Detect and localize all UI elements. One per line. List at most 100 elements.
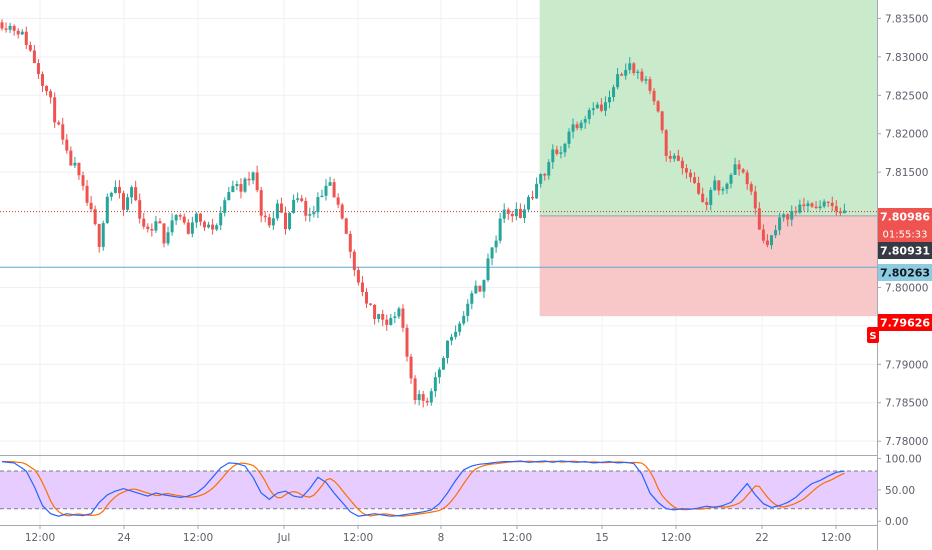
candle-body	[705, 202, 709, 205]
candle-body	[632, 63, 636, 73]
candle-body	[255, 172, 259, 191]
candle-body	[61, 124, 65, 140]
candle-body	[749, 184, 753, 192]
candle-body	[502, 209, 506, 219]
candle-body	[506, 209, 510, 214]
horizontal-line-label: 7.80263	[878, 264, 932, 281]
candle-body	[729, 174, 733, 184]
candle-body	[478, 285, 482, 292]
candle-body	[660, 111, 664, 131]
time-tick-label: 22	[755, 532, 768, 544]
candle-body	[57, 122, 61, 125]
horizontal-line-text: 7.80263	[880, 267, 930, 280]
candle-body	[583, 119, 587, 123]
price-tick-label: 7.80000	[885, 282, 928, 294]
candle-body	[227, 192, 231, 201]
candle-body	[470, 293, 474, 304]
time-tick-label: 12:00	[821, 532, 851, 544]
candle-body	[603, 102, 607, 111]
candle-body	[838, 211, 842, 214]
candle-body	[381, 314, 385, 320]
candle-body	[162, 223, 166, 244]
candle-body	[543, 174, 547, 176]
candle-body	[429, 391, 433, 403]
candle-body	[579, 122, 583, 129]
candle-body	[288, 213, 292, 230]
candles	[0, 19, 846, 408]
candle-body	[571, 124, 575, 132]
candle-body	[644, 79, 648, 81]
current-price-text: 7.80986	[880, 211, 930, 224]
candle-body	[170, 220, 174, 233]
candle-body	[0, 22, 4, 29]
candle-body	[826, 201, 830, 203]
candle-body	[340, 204, 344, 219]
oscillator-tick-label: 0.00	[885, 516, 908, 528]
stop-flag: S	[867, 327, 879, 343]
candle-body	[814, 206, 818, 208]
candle-body	[490, 247, 494, 259]
oscillator-axis[interactable]: 100.00 50.00 0.00	[877, 454, 922, 529]
candle-body	[215, 225, 219, 230]
candle-body	[186, 222, 190, 234]
candle-body	[166, 232, 170, 244]
candle-body	[790, 210, 794, 220]
long-position-tool[interactable]	[539, 0, 877, 317]
candle-body	[138, 200, 142, 219]
candle-body	[49, 91, 53, 98]
candle-body	[377, 314, 381, 319]
candle-body	[733, 164, 737, 175]
candle-body	[555, 149, 559, 154]
candle-body	[53, 97, 57, 123]
candle-body	[563, 143, 567, 153]
countdown-text: 01:55:33	[883, 230, 928, 241]
candle-body	[684, 168, 688, 173]
candle-body	[4, 28, 8, 30]
candle-body	[373, 304, 377, 319]
stop-price-text: 7.79626	[880, 317, 930, 330]
candle-body	[842, 210, 846, 214]
time-axis[interactable]: 12:00 24 12:00 Jul 12:00 8 12:00 15 12:00 22 12:00	[25, 525, 851, 544]
candle-body	[93, 209, 97, 225]
candle-body	[527, 196, 530, 210]
candle-body	[73, 162, 77, 166]
candle-body	[401, 308, 405, 328]
stochastic-k-line	[1, 460, 845, 517]
candle-body	[413, 378, 417, 401]
candle-body	[304, 200, 308, 216]
candle-body	[279, 203, 283, 213]
candle-body	[725, 183, 729, 189]
candle-body	[531, 196, 535, 199]
candle-body	[454, 331, 458, 337]
loss-zone[interactable]	[539, 215, 877, 317]
candle-body	[101, 223, 105, 247]
candle-body	[113, 186, 117, 193]
candle-body	[640, 71, 644, 81]
oscillator-tick-label: 50.00	[885, 485, 915, 497]
candle-body	[482, 280, 486, 292]
candle-body	[466, 303, 470, 316]
candle-body	[235, 184, 239, 186]
candle-body	[126, 197, 130, 210]
candle-body	[595, 104, 599, 109]
candle-body	[397, 308, 401, 317]
candle-body	[458, 323, 462, 332]
candle-body	[753, 191, 757, 209]
candle-body	[587, 110, 591, 120]
candle-body	[158, 221, 162, 224]
candle-body	[672, 155, 676, 159]
candle-body	[494, 240, 498, 248]
candle-body	[514, 208, 518, 217]
countdown-label: 01:55:33	[878, 225, 932, 242]
candle-body	[486, 258, 490, 281]
profit-zone[interactable]	[539, 0, 877, 216]
time-tick-label: 12:00	[25, 532, 55, 544]
time-tick-label: 24	[117, 532, 131, 544]
candle-body	[522, 209, 526, 218]
candle-body	[518, 208, 522, 218]
oscillator-tick-label: 100.00	[885, 454, 922, 466]
candle-body	[409, 356, 413, 379]
candle-body	[182, 216, 186, 223]
price-tick-label: 7.83500	[885, 13, 928, 25]
